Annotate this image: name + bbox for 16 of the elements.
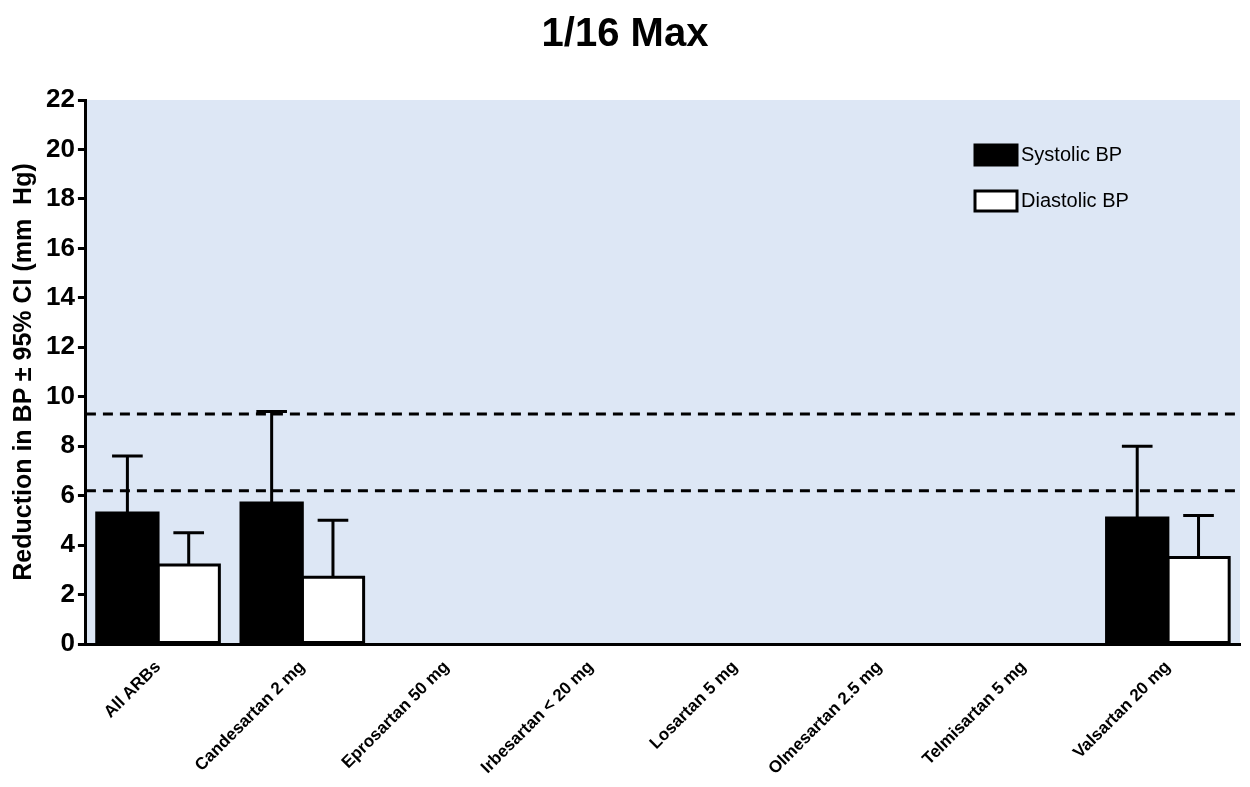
y-tick-label: 4 [60, 528, 76, 559]
y-tick-label: 0 [60, 627, 75, 658]
legend-label: Diastolic BP [1021, 188, 1129, 211]
y-tick-label: 20 [46, 132, 75, 163]
y-tick-label: 10 [46, 379, 75, 410]
y-tick-label: 16 [46, 231, 75, 262]
y-axis-title: Reduction in BP ± 95% CI (mm Hg) [7, 163, 36, 581]
y-tick-label: 8 [60, 429, 75, 460]
y-tick-label: 14 [46, 280, 76, 311]
y-tick-label: 18 [46, 182, 75, 213]
chart-title: 1/16 Max [540, 10, 710, 55]
legend-label: Systolic BP [1021, 142, 1123, 165]
y-tick-label: 12 [46, 330, 75, 361]
y-tick-label: 6 [60, 478, 75, 509]
y-tick-label: 2 [60, 577, 75, 608]
y-tick-label: 22 [46, 83, 75, 114]
